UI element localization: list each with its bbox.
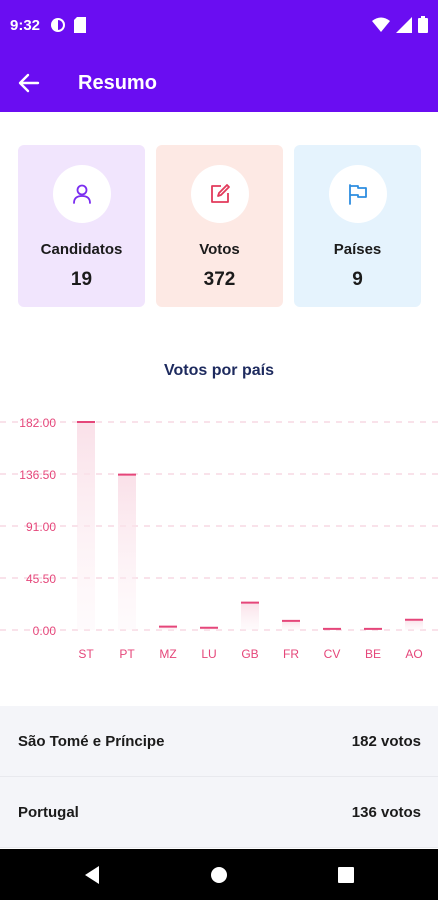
country-votes: 136 votos — [351, 803, 421, 821]
status-bar: 9:32 — [0, 0, 438, 52]
bar-st[interactable] — [77, 422, 95, 630]
country-votes: 182 votos — [351, 732, 421, 750]
y-tick-label: 0.00 — [33, 624, 57, 638]
icon-circle — [329, 165, 387, 223]
x-tick-label: FR — [283, 647, 299, 661]
stats-cards: Candidatos 19 Votos 372 Países 9 — [18, 145, 422, 307]
x-tick-label: MZ — [159, 647, 176, 661]
country-list: São Tomé e Príncipe 182 votos Portugal 1… — [0, 706, 438, 848]
card-label: Países — [333, 241, 382, 258]
triangle-back-icon — [85, 866, 99, 884]
wifi-icon — [372, 17, 390, 38]
status-icons-left — [50, 17, 86, 38]
x-tick-label: GB — [241, 647, 258, 661]
x-tick-label: PT — [119, 647, 135, 661]
bar-ao[interactable] — [405, 619, 423, 630]
list-item[interactable]: Portugal 136 votos — [0, 777, 438, 848]
nav-back-button[interactable] — [79, 862, 105, 888]
card-label: Votos — [199, 241, 240, 258]
card-label: Candidatos — [40, 241, 123, 258]
notification-icon — [50, 17, 66, 38]
arrow-left-icon — [18, 73, 40, 93]
candidatos-card[interactable]: Candidatos 19 — [18, 145, 145, 307]
back-button[interactable] — [14, 68, 44, 98]
bar-gb[interactable] — [241, 602, 259, 630]
y-tick-label: 182.00 — [19, 416, 56, 430]
edit-icon — [211, 184, 230, 203]
votes-by-country-chart: 182.00 136.50 91.00 45.50 0.00 ST PT MZ LU GB FR CV… — [0, 416, 438, 661]
card-value: 19 — [70, 269, 93, 290]
square-recents-icon — [338, 867, 354, 883]
x-tick-label: CV — [324, 647, 341, 661]
sd-card-icon — [74, 17, 86, 38]
bar-fr[interactable] — [282, 620, 300, 630]
signal-icon — [396, 16, 412, 38]
user-icon — [73, 184, 91, 204]
x-tick-label: BE — [365, 647, 381, 661]
list-item[interactable]: São Tomé e Príncipe 182 votos — [0, 706, 438, 777]
y-tick-label: 136.50 — [19, 468, 56, 482]
chart-title: Votos por país — [164, 362, 274, 379]
card-value: 372 — [203, 269, 236, 290]
app-bar: Resumo — [0, 52, 438, 112]
bar-pt[interactable] — [118, 474, 136, 630]
icon-circle — [53, 165, 111, 223]
paises-card[interactable]: Países 9 — [294, 145, 421, 307]
system-nav-bar — [0, 849, 438, 900]
status-icons-right — [372, 16, 428, 38]
country-name: Portugal — [18, 803, 79, 821]
nav-home-button[interactable] — [206, 862, 232, 888]
bar-mz[interactable] — [159, 626, 177, 630]
y-tick-label: 45.50 — [26, 572, 56, 586]
nav-recents-button[interactable] — [333, 862, 359, 888]
battery-icon — [418, 16, 428, 38]
card-value: 9 — [352, 269, 363, 290]
votos-card[interactable]: Votos 372 — [156, 145, 283, 307]
page-title: Resumo — [78, 72, 157, 94]
status-time: 9:32 — [10, 17, 41, 34]
country-name: São Tomé e Príncipe — [18, 732, 165, 750]
x-tick-label: ST — [78, 647, 94, 661]
x-tick-label: AO — [405, 647, 422, 661]
flag-icon — [349, 184, 367, 205]
icon-circle — [191, 165, 249, 223]
circle-home-icon — [211, 867, 227, 883]
bar-lu[interactable] — [200, 627, 218, 630]
y-tick-label: 91.00 — [26, 520, 56, 534]
x-tick-label: LU — [201, 647, 216, 661]
